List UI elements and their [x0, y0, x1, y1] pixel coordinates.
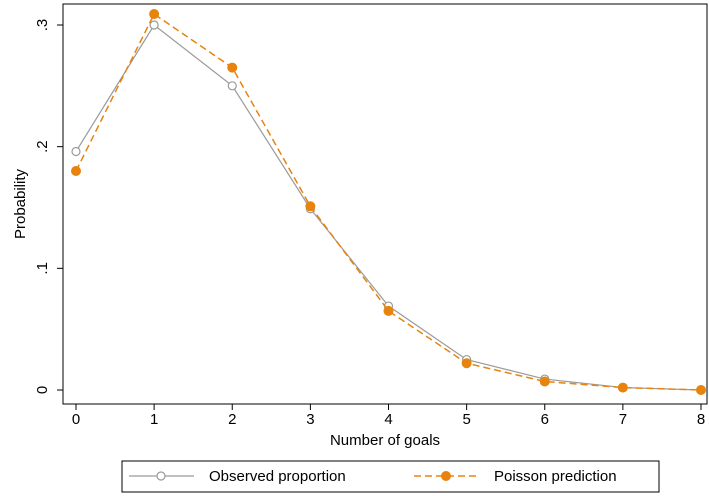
y-tick-label: .3: [34, 19, 51, 32]
x-tick-label: 1: [150, 411, 158, 428]
x-tick-label: 4: [384, 411, 392, 428]
series-1-point: [696, 385, 706, 395]
y-axis-label: Probability: [12, 168, 29, 239]
series-1-point: [383, 305, 394, 316]
legend-observed-label: Observed proportion: [209, 468, 346, 485]
x-tick-label: 6: [541, 411, 549, 428]
legend-observed-marker: [156, 471, 166, 481]
series-1-point: [227, 62, 238, 73]
series-1-point: [617, 382, 628, 393]
x-tick-label: 8: [697, 411, 705, 428]
series-1-point: [305, 201, 316, 212]
x-tick-label: 0: [72, 411, 80, 428]
x-axis-label: Number of goals: [330, 432, 440, 449]
y-tick-label: .1: [34, 262, 51, 275]
series-1-point: [71, 166, 81, 176]
series-0-point: [71, 146, 81, 157]
y-tick-label: 0: [34, 386, 51, 394]
plot-frame: [62, 3, 708, 405]
legend-poisson-marker: [441, 471, 451, 481]
series-0-point: [227, 81, 237, 91]
legend-frame: [121, 460, 660, 493]
series-line-1: [75, 12, 702, 391]
y-tick-label: .2: [34, 140, 51, 153]
x-tick-label: 2: [228, 411, 236, 428]
x-axis: 0 1 2 3 4 5 6 7 8: [72, 404, 705, 428]
x-tick-label: 5: [462, 411, 470, 428]
legend-poisson-label: Poisson prediction: [494, 468, 617, 485]
series-layer: [71, 9, 706, 395]
legend: Observed proportion Poisson prediction: [121, 460, 660, 493]
series-0-point: [149, 20, 159, 30]
series-1-point: [461, 358, 472, 369]
y-axis: 0 .1 .2 .3: [34, 19, 63, 394]
x-tick-label: 3: [306, 411, 314, 428]
series-1-point: [149, 9, 160, 20]
series-1-point: [539, 376, 550, 387]
series-line-0: [75, 24, 702, 391]
x-tick-label: 7: [619, 411, 627, 428]
